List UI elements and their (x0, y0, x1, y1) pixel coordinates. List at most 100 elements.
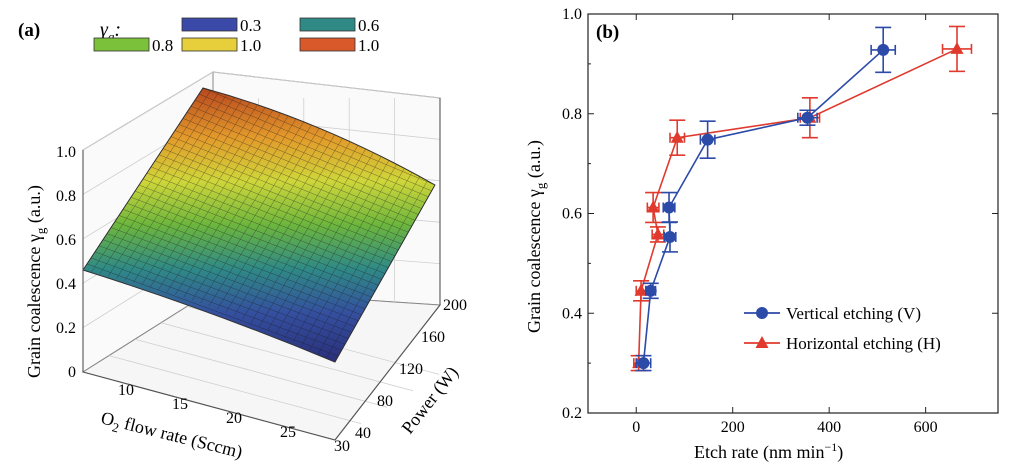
mesh-line (200, 125, 312, 304)
legend-marker (756, 307, 768, 319)
y-tick-label: 0.2 (562, 405, 582, 422)
x-tick-label: 0 (632, 419, 640, 436)
colorbar-label: 0.6 (358, 16, 379, 35)
data-point-circle (877, 43, 890, 56)
mesh-line (178, 124, 416, 221)
mesh-line (133, 102, 250, 283)
gridline (108, 355, 362, 424)
mesh-line (174, 130, 412, 227)
panel-b-legend: Vertical etching (V) Horizontal etching (… (744, 304, 941, 353)
legend-label: Horizontal etching (H) (786, 334, 941, 353)
y-tick-label: 80 (377, 393, 393, 410)
mesh-line (142, 178, 386, 274)
data-point-triangle (646, 200, 660, 213)
mesh-line (284, 160, 389, 338)
data-point-circle (801, 111, 814, 124)
colorbar-swatch (181, 17, 238, 32)
mesh-line (130, 196, 376, 292)
panel-a-z-axis-label: Grain coalescence γg (a.u.) (24, 185, 48, 378)
mesh-line (208, 128, 320, 307)
z-tick-label: 0 (68, 364, 76, 381)
z-tick-label: 1.0 (56, 144, 76, 161)
x-tick-label: 20 (226, 410, 242, 427)
panel-b-ticks: 0.2 0.4 0.6 0.8 1.0 0 200 400 600 (562, 6, 998, 436)
mesh-line (94, 251, 346, 345)
mesh-line (166, 113, 281, 293)
x-tick-label: 30 (334, 438, 350, 455)
legend-label: Vertical etching (V) (786, 304, 921, 323)
mesh-line (150, 166, 392, 262)
panel-b-plot-frame (587, 13, 999, 414)
panel-b-scatter-plot: (b) 0.2 0.4 0.6 0.8 1.0 0 200 400 600 Grain coal… (524, 6, 999, 463)
colorbar-swatch (299, 37, 356, 52)
mesh-line (98, 245, 349, 339)
mesh-line (146, 172, 389, 268)
data-point-circle (637, 357, 650, 370)
mesh-line (106, 233, 356, 327)
colorbar-swatch (181, 37, 238, 52)
mesh-line (90, 257, 342, 351)
x-tick-label: 25 (280, 424, 296, 441)
mesh-line (309, 172, 413, 350)
panel-b-series (630, 25, 973, 372)
data-point-circle (664, 230, 676, 243)
mesh-line (86, 263, 339, 357)
mesh-line (158, 154, 399, 251)
z-tick-label: 0.2 (56, 320, 76, 337)
mesh-line (126, 203, 372, 298)
z-tick-label: 0.8 (56, 188, 76, 205)
panel-a-x-axis-label: O2 flow rate (Sccm) (98, 407, 244, 465)
mesh-line (217, 131, 327, 310)
x-tick-label: 600 (914, 419, 938, 436)
mesh-line (242, 141, 351, 320)
x-tick-label: 200 (721, 419, 745, 436)
mesh-line (122, 209, 369, 304)
mesh-line (166, 142, 406, 239)
colorbar-label: 1.0 (358, 36, 379, 55)
mesh-line (190, 105, 426, 203)
gridline (212, 71, 441, 99)
data-point-triangle (950, 41, 964, 54)
y-tick-label: 120 (399, 361, 423, 378)
surface-mesh (82, 87, 436, 363)
mesh-line (175, 116, 289, 295)
mesh-line (114, 221, 362, 316)
x-tick-label: 15 (172, 396, 188, 413)
mesh-line (118, 215, 366, 310)
mesh-line (292, 164, 397, 342)
z-tick-label: 0.4 (56, 276, 76, 293)
mesh-line (134, 190, 379, 286)
y-tick-label: 0.4 (562, 305, 582, 322)
colorbar-swatch (299, 17, 356, 32)
colorbar-label: 0.8 (152, 36, 173, 55)
z-tick-label: 0.6 (56, 232, 76, 249)
box-edges (82, 98, 441, 441)
mesh-line (124, 100, 242, 281)
mesh-line (233, 138, 343, 316)
data-point-circle (644, 284, 657, 297)
y-tick-label: 1.0 (562, 6, 582, 23)
panel-a-surface-plot: (a) γg: 0.3 0.6 0.8 1.0 1.0 0 0.2 0.4 0.6 0.8 1.0… (18, 16, 467, 465)
data-point-circle (663, 201, 676, 214)
data-point-circle (701, 133, 714, 146)
mesh-line (138, 184, 382, 280)
mesh-line (194, 99, 429, 198)
data-point-triangle (651, 227, 665, 240)
mesh-line (116, 97, 235, 279)
gridline (82, 71, 214, 151)
data-point-triangle (634, 283, 648, 296)
colorbar-title: γg: (100, 19, 121, 44)
mesh-line (83, 88, 204, 271)
panel-b-y-axis-label: Grain coalescence γg (a.u.) (524, 140, 548, 333)
panel-a-ticks: 0 0.2 0.4 0.6 0.8 1.0 10 15 20 25 30 40 80 120 160 200 (56, 144, 467, 455)
panel-a-label: (a) (18, 20, 40, 41)
mesh-line (170, 136, 409, 233)
mesh-line (259, 149, 366, 327)
gridline (160, 322, 414, 392)
mesh-line (275, 156, 382, 334)
mesh-line (301, 168, 405, 346)
mesh-line (162, 148, 402, 245)
mesh-line (141, 105, 258, 285)
y-tick-label: 0.6 (562, 206, 582, 223)
